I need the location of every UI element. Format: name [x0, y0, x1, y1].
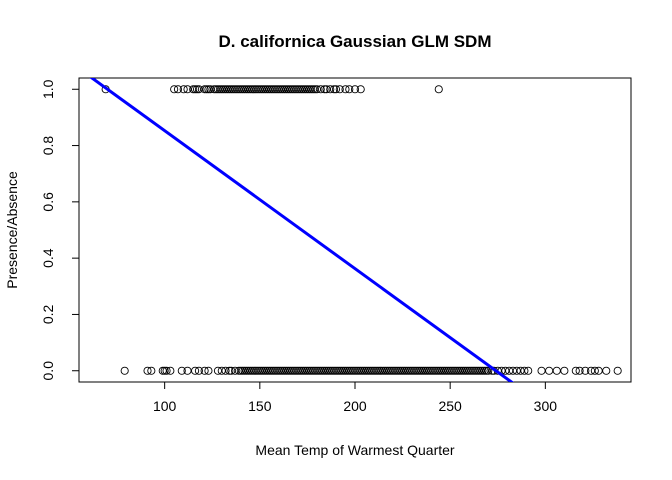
absence-point — [524, 366, 533, 375]
absence-point — [571, 366, 580, 375]
absence-point — [177, 366, 186, 375]
absence-point — [520, 366, 529, 375]
absence-point — [602, 366, 611, 375]
x-axis: 100 150 200 250 300 — [153, 381, 558, 414]
presence-point — [316, 85, 325, 94]
absence-point — [478, 366, 487, 375]
absence-point — [204, 366, 213, 375]
presence-point — [310, 85, 320, 94]
presence-point — [434, 85, 443, 94]
presence-point — [320, 85, 329, 94]
y-tick-label: 0.2 — [40, 305, 56, 325]
presence-point — [200, 85, 209, 94]
absence-point — [560, 366, 569, 375]
absence-point — [200, 366, 209, 375]
presence-point — [191, 85, 200, 94]
absence-point — [191, 366, 200, 375]
presence-point — [179, 85, 188, 94]
absence-point — [143, 366, 152, 375]
absence-point — [613, 366, 622, 375]
x-tick-label: 150 — [248, 398, 272, 414]
y-tick-label: 0.4 — [40, 248, 56, 268]
y-tick-label: 0.0 — [40, 361, 56, 381]
fit-line — [89, 78, 514, 382]
plot-frame — [78, 77, 632, 383]
presence-point — [189, 85, 198, 94]
presence-point — [341, 85, 350, 94]
scatter-points — [101, 85, 622, 375]
presence-point — [170, 85, 179, 94]
chart-title: D. californica Gaussian GLM SDM — [218, 32, 491, 51]
x-tick-label: 250 — [438, 398, 462, 414]
presence-point — [331, 85, 341, 94]
presence-point — [307, 85, 316, 94]
absence-point — [162, 366, 171, 375]
x-tick-label: 300 — [534, 398, 558, 414]
y-axis: 0.0 0.2 0.4 0.6 0.8 1.0 — [40, 79, 80, 381]
x-tick-label: 100 — [153, 398, 177, 414]
absence-point — [221, 366, 230, 375]
presence-point — [345, 85, 354, 94]
absence-point — [225, 366, 234, 375]
y-tick-label: 1.0 — [40, 79, 56, 99]
absence-point — [160, 366, 169, 375]
presence-point — [356, 85, 365, 94]
y-axis-label: Presence/Absence — [4, 171, 20, 289]
presence-point — [326, 85, 335, 94]
presence-point — [335, 85, 344, 94]
absence-point — [552, 366, 561, 375]
presence-point — [330, 85, 339, 94]
absence-point — [147, 366, 156, 375]
absence-point — [590, 366, 599, 375]
absence-point — [166, 366, 175, 375]
absence-point — [575, 366, 584, 375]
y-tick-label: 0.6 — [40, 192, 56, 212]
fit-line-group — [89, 78, 514, 382]
absence-point — [194, 366, 203, 375]
y-tick-label: 0.8 — [40, 136, 56, 156]
x-tick-label: 200 — [343, 398, 367, 414]
presence-point — [350, 85, 360, 94]
absence-point — [545, 366, 554, 375]
x-axis-label: Mean Temp of Warmest Quarter — [255, 442, 455, 458]
absence-point — [581, 366, 590, 375]
absence-point — [484, 366, 493, 375]
absence-point — [120, 366, 129, 375]
absence-point — [537, 366, 546, 375]
presence-point — [173, 85, 183, 94]
